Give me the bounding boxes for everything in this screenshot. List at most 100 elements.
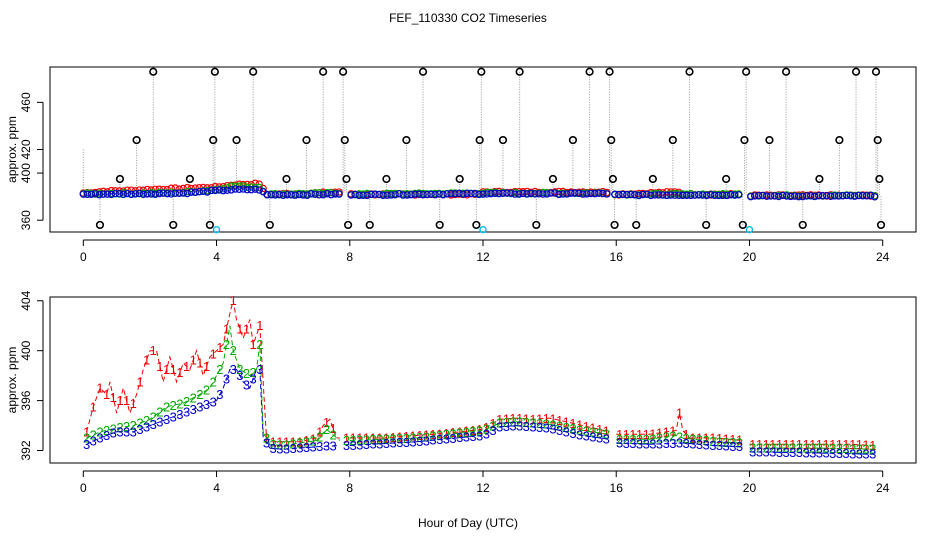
series-2-marker: 2 xyxy=(676,429,683,444)
series-2-marker: 2 xyxy=(769,441,776,456)
series-3-marker: 3 xyxy=(130,424,137,439)
series-1-marker: 1 xyxy=(403,429,410,444)
series-3-marker: 3 xyxy=(170,409,177,424)
series-3-marker: 3 xyxy=(250,371,257,386)
series-3-point xyxy=(247,186,255,194)
spike-point xyxy=(382,174,391,184)
series-3-marker: 3 xyxy=(676,436,683,451)
series-3-marker: 3 xyxy=(176,407,183,422)
series-1-marker: 1 xyxy=(396,429,403,444)
series-2-marker: 2 xyxy=(423,429,430,444)
series-3-point xyxy=(631,191,639,199)
series-3-point xyxy=(335,190,343,198)
series-3-marker: 3 xyxy=(596,430,603,445)
series-2-marker: 2 xyxy=(243,366,250,381)
series-3-point xyxy=(655,191,663,199)
series-3-point xyxy=(731,191,739,199)
series-2-marker: 2 xyxy=(236,362,243,377)
series-3-point xyxy=(727,191,735,199)
series-1-marker: 1 xyxy=(116,393,123,408)
series-3-point xyxy=(171,189,179,197)
series-2-marker: 2 xyxy=(356,433,363,448)
series-2-marker: 2 xyxy=(383,432,390,447)
series-1-marker: 1 xyxy=(802,437,809,452)
series-1-marker: 1 xyxy=(223,321,230,336)
top-x-tick-label: 12 xyxy=(476,250,490,264)
series-3-point xyxy=(579,190,587,198)
series-3-marker: 3 xyxy=(409,434,416,449)
series-3-point xyxy=(239,185,247,193)
series-3-marker: 3 xyxy=(862,447,869,462)
spike-point xyxy=(871,67,881,76)
series-3-marker: 3 xyxy=(429,433,436,448)
series-3-marker: 3 xyxy=(96,431,103,446)
series-3-marker: 3 xyxy=(516,418,523,433)
series-3-point xyxy=(807,192,815,200)
series-2-marker: 2 xyxy=(409,431,416,446)
series-1-marker: 1 xyxy=(183,359,190,374)
series-1-marker: 1 xyxy=(83,424,90,439)
series-1-marker: 1 xyxy=(456,424,463,439)
bottom-x-tick-label: 20 xyxy=(743,481,757,495)
series-1-marker: 1 xyxy=(190,353,197,368)
series-3-marker: 3 xyxy=(869,447,876,462)
bottom-y-tick-label: 404 xyxy=(19,290,33,310)
series-3-point xyxy=(791,192,799,200)
series-2-marker: 2 xyxy=(389,431,396,446)
series-3-point xyxy=(675,191,683,199)
series-3-marker: 3 xyxy=(190,402,197,417)
bottom-x-tick-label: 16 xyxy=(610,481,624,495)
series-3-point xyxy=(131,190,139,198)
spike-point xyxy=(209,135,218,145)
cyan-point xyxy=(479,225,487,234)
series-3-point xyxy=(643,190,651,198)
series-2-marker: 2 xyxy=(156,404,163,419)
spike-point xyxy=(685,67,694,76)
series-3-point xyxy=(591,189,599,198)
series-3-point xyxy=(563,190,571,198)
series-2-marker: 2 xyxy=(536,416,543,431)
series-3-point xyxy=(211,186,219,195)
series-2-marker: 2 xyxy=(416,430,423,445)
series-2-marker: 2 xyxy=(349,433,356,448)
series-3-line xyxy=(616,442,743,448)
series-2-marker: 2 xyxy=(163,399,170,414)
series-3-point xyxy=(387,191,395,199)
cyan-point xyxy=(212,225,221,234)
series-3-marker: 3 xyxy=(789,445,796,460)
series-1-marker: 1 xyxy=(290,434,297,449)
series-2-marker: 2 xyxy=(283,438,290,453)
series-2-marker: 2 xyxy=(376,432,383,447)
series-3-point xyxy=(427,190,435,198)
series-2-marker: 2 xyxy=(856,441,863,456)
series-1-marker: 1 xyxy=(210,346,217,361)
series-3-marker: 3 xyxy=(163,412,170,427)
series-3-point xyxy=(795,192,803,201)
bottom-y-tick-label: 400 xyxy=(19,340,33,360)
series-3-point xyxy=(411,190,419,198)
series-3-marker: 3 xyxy=(449,431,456,446)
series-3-marker: 3 xyxy=(469,429,476,444)
series-3-point xyxy=(455,189,463,197)
spike-point xyxy=(435,220,444,230)
series-3-marker: 3 xyxy=(123,424,130,439)
series-3-point xyxy=(299,191,307,199)
series-3-marker: 3 xyxy=(689,436,696,451)
series-2-marker: 2 xyxy=(196,387,203,402)
series-1-marker: 1 xyxy=(836,437,843,452)
series-3-point xyxy=(635,191,643,200)
series-3-point xyxy=(811,192,819,201)
series-3-marker: 3 xyxy=(316,439,323,454)
series-2-marker: 2 xyxy=(569,421,576,436)
series-3-point xyxy=(483,190,491,198)
series-3-point xyxy=(559,190,567,198)
series-1-marker: 1 xyxy=(709,431,716,446)
series-3-point xyxy=(843,191,851,200)
series-3-point xyxy=(527,189,535,197)
series-1-marker: 1 xyxy=(663,424,670,439)
series-3-point xyxy=(695,191,703,199)
series-3-point xyxy=(139,190,147,199)
series-1-marker: 1 xyxy=(150,343,157,358)
series-3-point xyxy=(243,185,251,194)
series-2-marker: 2 xyxy=(509,415,516,430)
